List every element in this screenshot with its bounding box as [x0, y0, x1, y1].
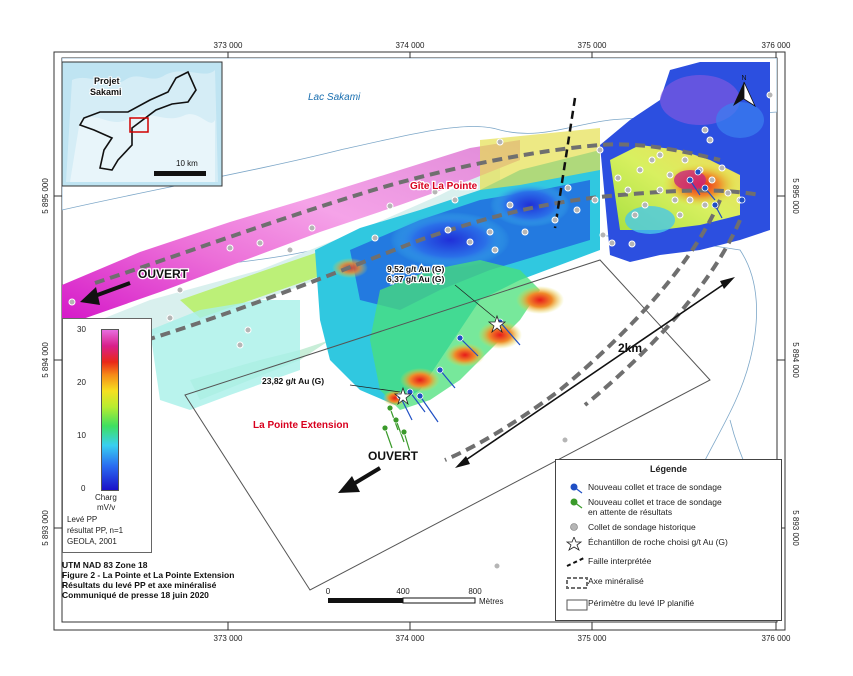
- figure-caption: UTM NAD 83 Zone 18 Figure 2 - La Pointe …: [62, 560, 234, 600]
- ouvert-arrow-bottom: [338, 466, 382, 493]
- inset-scale-label: 10 km: [176, 159, 198, 168]
- historic-collars: [68, 91, 774, 570]
- scale-bar: 0 400 800 Mètres: [326, 587, 504, 606]
- x-ticks-bottom: [227, 622, 777, 630]
- legend-item-pending-collar: Nouveau collet et trace de sondage en att…: [566, 497, 722, 517]
- x-tick-bottom-3: 375 000: [578, 634, 607, 643]
- distance-label: 2km: [618, 341, 642, 355]
- inset-scale-bar: [154, 171, 206, 176]
- svg-text:0: 0: [326, 587, 331, 596]
- legend-item-perimeter: Périmètre du levé IP planifié: [566, 598, 694, 612]
- y-tick-right-1: 5 895 000: [791, 178, 800, 214]
- dashed-line-icon: [566, 556, 588, 570]
- y-tick-right-2: 5 894 000: [791, 342, 800, 378]
- svg-text:400: 400: [396, 587, 410, 596]
- inset-project-label-2: Sakami: [90, 87, 122, 97]
- colorbar-unit-1: Charg: [95, 493, 117, 502]
- x-tick-bottom-1: 373 000: [214, 634, 243, 643]
- colorbar-mid-low: 10: [77, 431, 86, 440]
- caption-line-3: Résultats du levé PP et axe minéralisé: [62, 580, 217, 590]
- gite-label: Gîte La Pointe: [410, 181, 478, 192]
- svg-text:800: 800: [468, 587, 482, 596]
- mineralized-axis: [94, 142, 761, 462]
- colorbar-unit-2: mV/v: [97, 503, 116, 512]
- lake-label: Lac Sakami: [308, 92, 361, 103]
- inset-map: Projet Sakami 10 km: [61, 61, 223, 187]
- colorbar-note-1: Levé PP: [67, 515, 98, 524]
- dashed-box-icon: [566, 576, 588, 590]
- star-icon: [565, 535, 588, 551]
- legend-item-axis: Axe minéralisé: [566, 576, 644, 590]
- x-ticks-top: [227, 52, 777, 58]
- colorbar-gradient: [101, 329, 119, 491]
- legend-item-historic-collar: Collet de sondage historique: [566, 522, 696, 536]
- svg-text:Mètres: Mètres: [479, 597, 503, 606]
- assay2-label: 23,82 g/t Au (G): [262, 376, 324, 386]
- assay1a-label: 9,52 g/t Au (G): [387, 264, 444, 274]
- pending-collars: [381, 404, 411, 453]
- legend-item-fault: Faille interprétée: [566, 556, 651, 570]
- outline-box-icon: [566, 598, 588, 612]
- ip-survey-raster: [62, 62, 770, 410]
- interpreted-fault: [553, 97, 577, 229]
- y-tick-left-2: 5 894 000: [41, 342, 50, 378]
- legend-item-rock-sample: Échantillon de roche choisi g/t Au (G): [565, 535, 728, 551]
- y-tick-right-3: 5 893 000: [791, 510, 800, 546]
- green-collar-icon: [566, 497, 588, 511]
- new-collars: [396, 168, 746, 423]
- ouvert-left-label: OUVERT: [138, 267, 189, 281]
- x-tick-top-2: 374 000: [396, 41, 425, 50]
- colorbar-legend: 30 20 10 0 Charg mV/v Levé PP résultat P…: [62, 318, 152, 553]
- colorbar-note-3: GEOLA, 2001: [67, 537, 117, 546]
- assay1b-label: 6,37 g/t Au (G): [387, 274, 444, 284]
- assay2-leader: [349, 384, 401, 393]
- y-tick-left-3: 5 893 000: [41, 510, 50, 546]
- map-legend: Légende Nouveau collet et trace de sonda…: [555, 459, 782, 621]
- x-tick-top-4: 376 000: [762, 41, 791, 50]
- extension-label: La Pointe Extension: [253, 420, 349, 431]
- assay1-leader: [454, 284, 496, 319]
- rock-sample-star: [393, 314, 507, 406]
- legend-title: Légende: [649, 464, 687, 474]
- x-tick-top-1: 373 000: [214, 41, 243, 50]
- colorbar-note-2: résultat PP, n=1: [67, 526, 124, 535]
- inset-project-label-1: Projet: [94, 76, 120, 86]
- caption-line-1: UTM NAD 83 Zone 18: [62, 560, 148, 570]
- colorbar-max: 30: [77, 325, 86, 334]
- x-tick-bottom-4: 376 000: [762, 634, 791, 643]
- colorbar-mid-high: 20: [77, 378, 86, 387]
- legend-item-new-collar: Nouveau collet et trace de sondage: [566, 482, 722, 496]
- colorbar-min: 0: [81, 484, 86, 493]
- y-tick-left-1: 5 895 000: [41, 178, 50, 214]
- blue-collar-icon: [566, 482, 588, 496]
- ouvert-bottom-label: OUVERT: [368, 449, 419, 463]
- ip-survey-perimeter: [184, 259, 711, 591]
- x-tick-bottom-2: 374 000: [396, 634, 425, 643]
- north-arrow-icon: N: [733, 75, 756, 108]
- caption-line-2: Figure 2 - La Pointe et La Pointe Extens…: [62, 570, 235, 580]
- distance-arrow: [455, 277, 735, 468]
- caption-line-4: Communiqué de presse 18 juin 2020: [62, 590, 209, 600]
- grey-collar-icon: [566, 522, 588, 536]
- ouvert-arrow-left: [80, 281, 131, 305]
- x-tick-top-3: 375 000: [578, 41, 607, 50]
- svg-text:N: N: [741, 75, 746, 82]
